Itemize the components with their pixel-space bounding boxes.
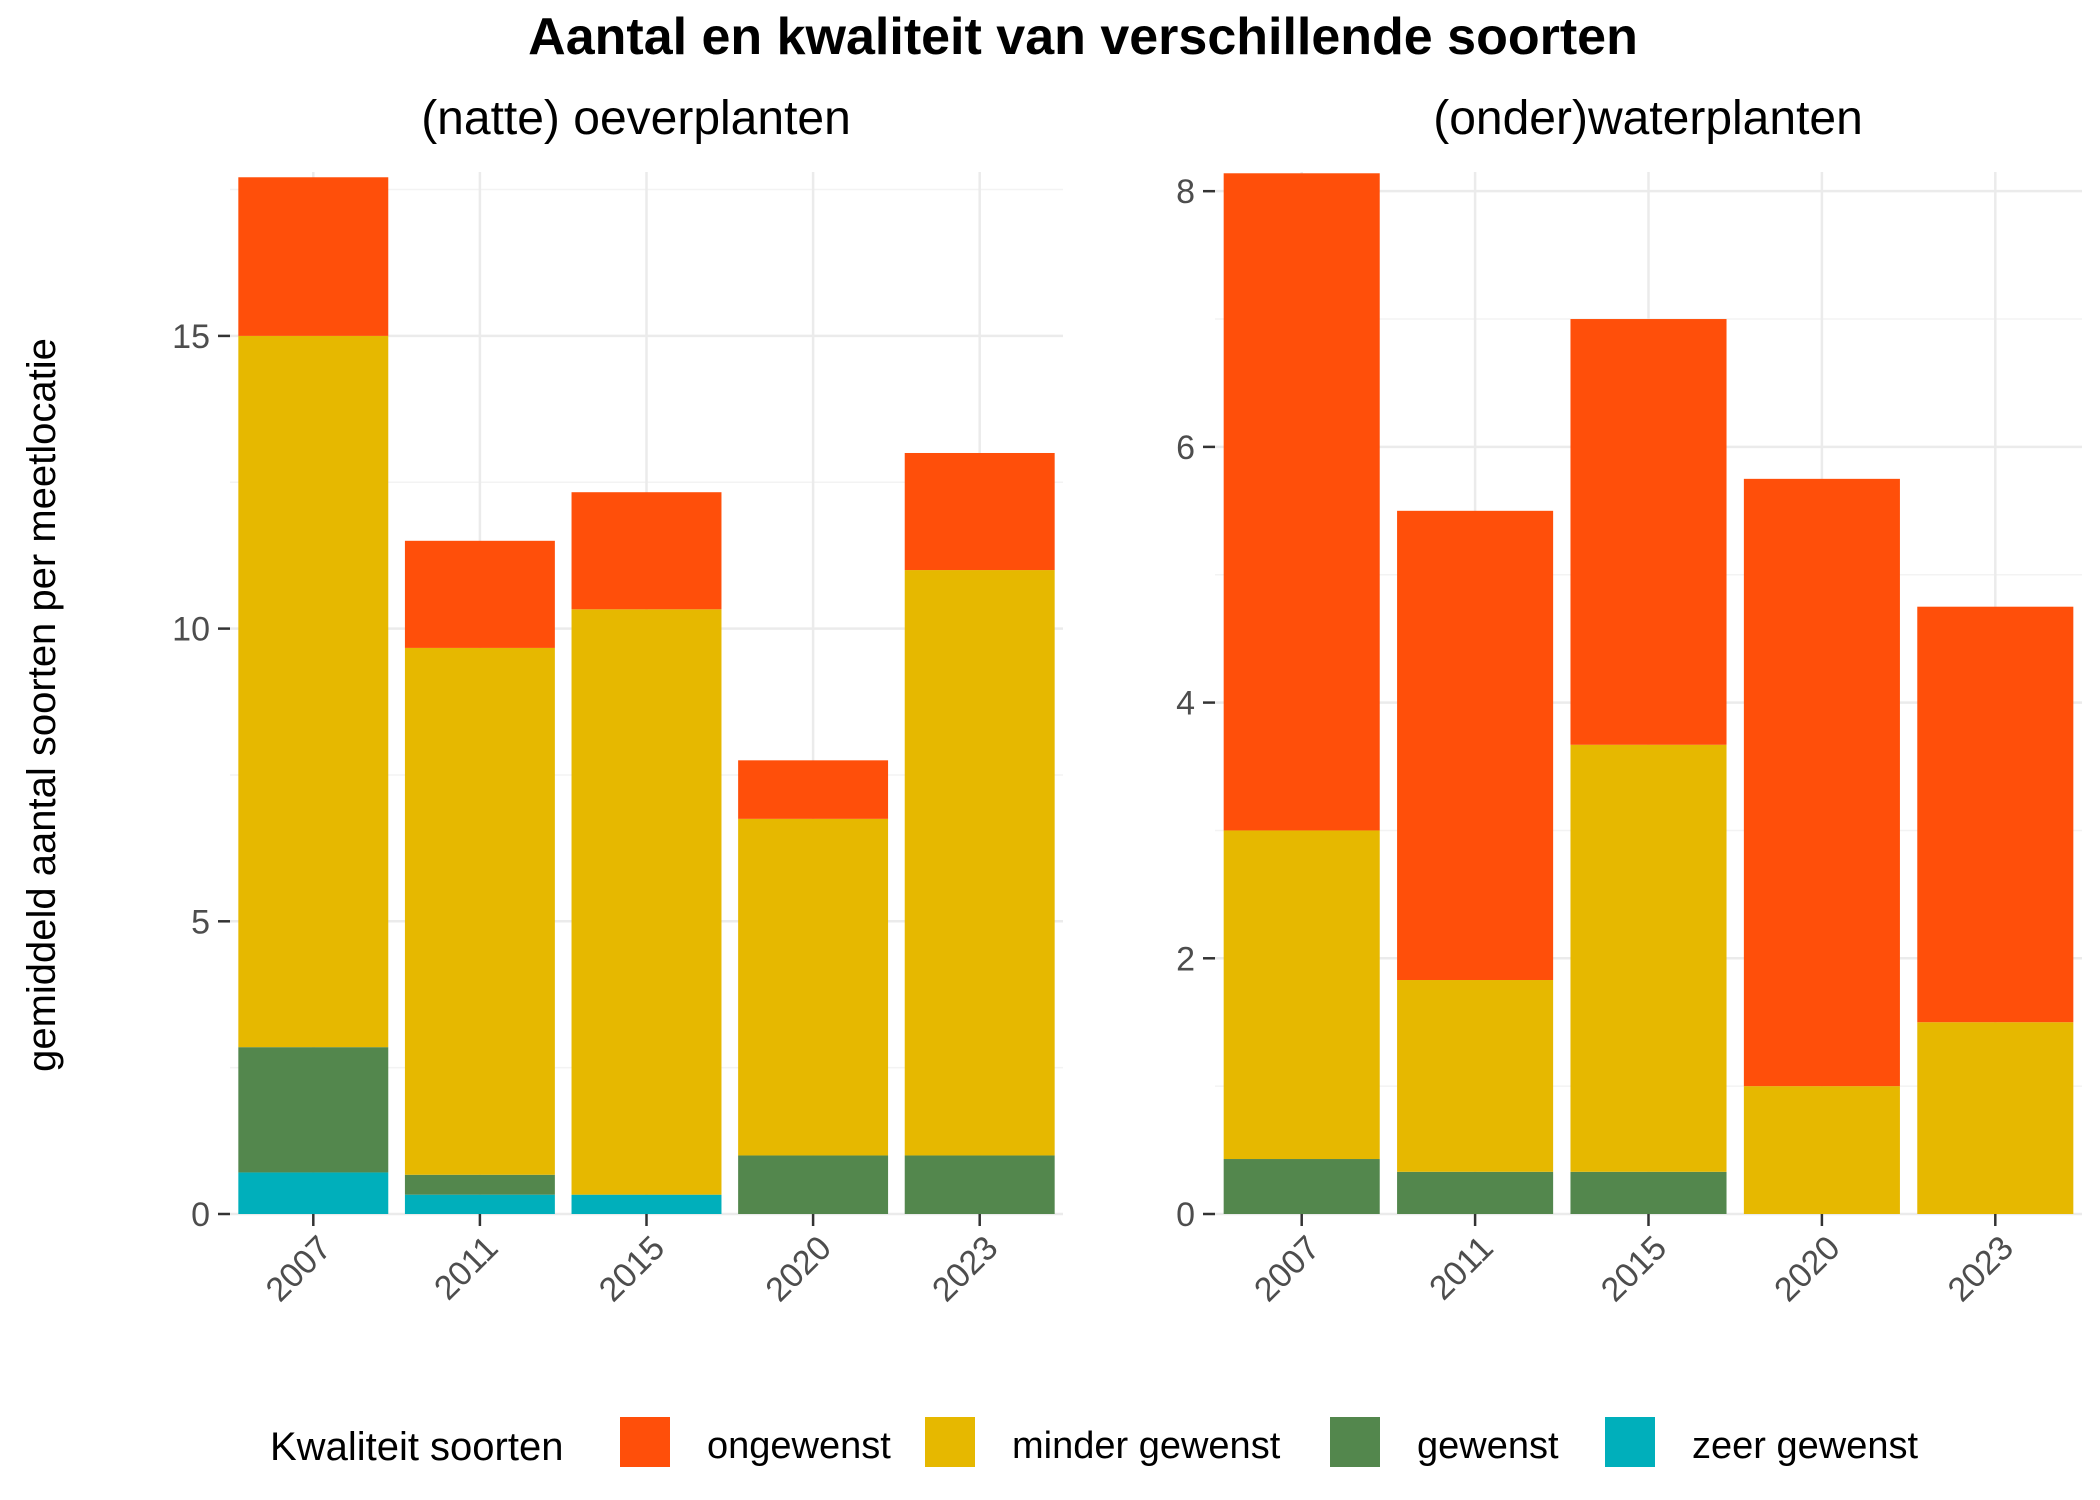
- legend-label-minder_gewenst: minder gewenst: [1012, 1425, 1281, 1467]
- bar-segment-zeer_gewenst-2015: [571, 1194, 722, 1214]
- bar-segment-ongewenst-2007: [1223, 173, 1380, 831]
- bar-segment-minder_gewenst-2020: [1743, 1086, 1900, 1214]
- bar-segment-ongewenst-2020: [1743, 478, 1900, 1087]
- bar-segment-ongewenst-2007: [238, 177, 389, 336]
- bar-segment-minder_gewenst-2020: [738, 818, 889, 1156]
- bar-segment-minder_gewenst-2023: [904, 570, 1055, 1156]
- bar-segment-ongewenst-2020: [738, 760, 889, 819]
- bar-segment-gewenst-2015: [1570, 1171, 1727, 1214]
- bar-segment-ongewenst-2011: [404, 540, 555, 648]
- y-tick-label: 10: [172, 611, 210, 649]
- bar-segment-minder_gewenst-2011: [1397, 980, 1554, 1172]
- bar-segment-ongewenst-2023: [904, 452, 1055, 571]
- bar-segment-ongewenst-2011: [1397, 510, 1554, 981]
- bar-segment-ongewenst-2023: [1917, 606, 2074, 1023]
- bar-segment-minder_gewenst-2007: [238, 335, 389, 1048]
- panel-title: (natte) oeverplanten: [421, 92, 851, 145]
- bar-segment-minder_gewenst-2023: [1917, 1022, 2074, 1214]
- chart-title: Aantal en kwaliteit van verschillende so…: [528, 8, 1638, 66]
- legend-key-minder_gewenst: [925, 1417, 975, 1467]
- y-tick-label: 5: [191, 903, 210, 941]
- bar-segment-minder_gewenst-2011: [404, 647, 555, 1175]
- legend-label-zeer_gewenst: zeer gewenst: [1692, 1425, 1918, 1467]
- y-tick-label: 4: [1176, 685, 1195, 723]
- legend-title: Kwaliteit soorten: [270, 1425, 563, 1469]
- bar-segment-ongewenst-2015: [1570, 319, 1727, 745]
- legend-label-gewenst: gewenst: [1417, 1425, 1559, 1467]
- y-tick-label: 0: [191, 1196, 210, 1234]
- legend-key-zeer_gewenst: [1605, 1417, 1655, 1467]
- bar-segment-gewenst-2011: [1397, 1171, 1554, 1214]
- legend: Kwaliteit soorten ongewenst minder gewenst…: [270, 1417, 1918, 1469]
- bar-segment-gewenst-2020: [738, 1155, 889, 1214]
- y-tick-label: 2: [1176, 940, 1195, 978]
- bar-segment-minder_gewenst-2015: [1570, 744, 1727, 1172]
- legend-label-ongewenst: ongewenst: [707, 1425, 891, 1467]
- bar-segment-gewenst-2011: [404, 1174, 555, 1195]
- y-axis-label: gemiddeld aantal soorten per meetlocatie: [20, 338, 64, 1072]
- y-tick-label: 8: [1176, 173, 1195, 211]
- bar-segment-minder_gewenst-2015: [571, 609, 722, 1195]
- bar-segment-zeer_gewenst-2007: [238, 1172, 389, 1214]
- y-tick-label: 15: [172, 318, 210, 356]
- bar-segment-gewenst-2007: [1223, 1159, 1380, 1214]
- y-tick-label: 6: [1176, 429, 1195, 467]
- legend-key-gewenst: [1330, 1417, 1380, 1467]
- bar-segment-gewenst-2007: [238, 1047, 389, 1173]
- y-tick-label: 0: [1176, 1196, 1195, 1234]
- bar-segment-zeer_gewenst-2011: [404, 1194, 555, 1214]
- bar-segment-minder_gewenst-2007: [1223, 830, 1380, 1160]
- panel-title: (onder)waterplanten: [1433, 92, 1863, 145]
- bar-segment-ongewenst-2015: [571, 492, 722, 610]
- legend-key-ongewenst: [620, 1417, 670, 1467]
- bar-segment-gewenst-2023: [904, 1155, 1055, 1214]
